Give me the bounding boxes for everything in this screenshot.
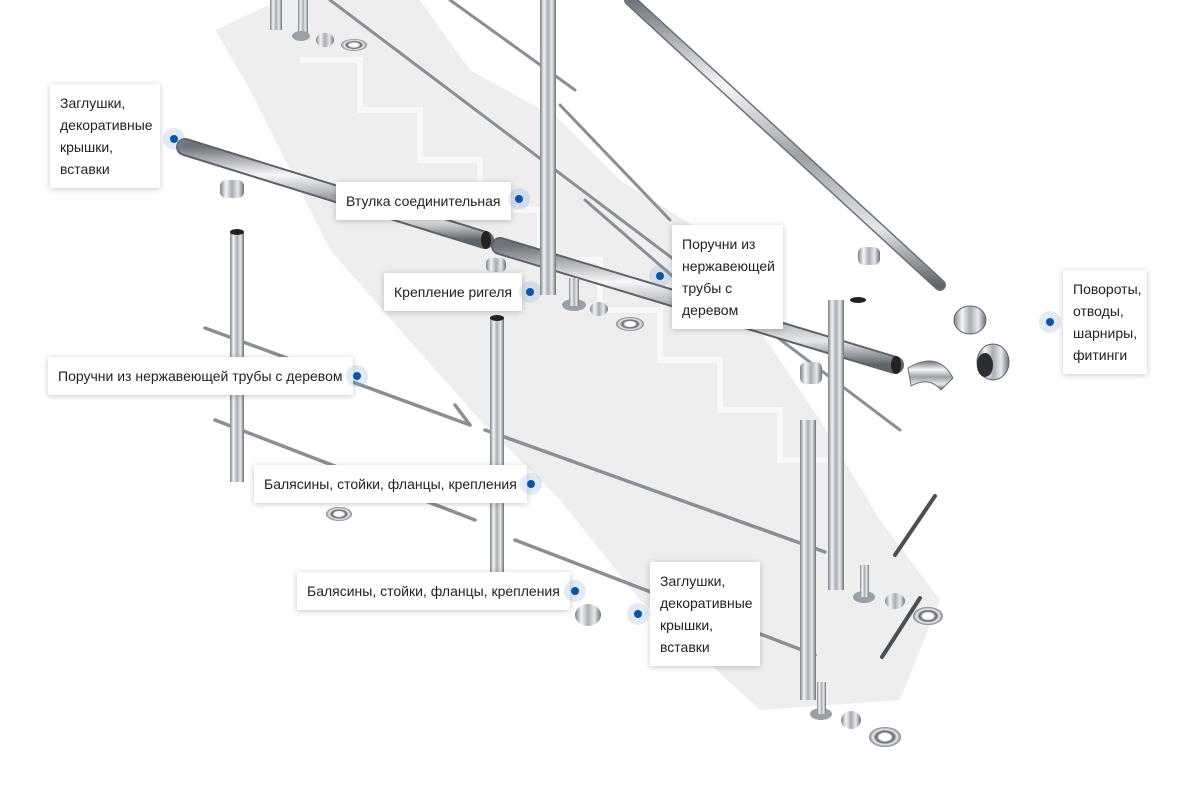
hotspot-handrail-right[interactable] xyxy=(649,265,671,287)
callout-crossbar-mount: Крепление ригеля xyxy=(384,273,522,311)
callout-balusters-2: Балясины, стойки, фланцы, крепления xyxy=(297,572,570,610)
hotspot-caps-bottom[interactable] xyxy=(627,603,649,625)
balusters xyxy=(230,0,866,700)
callout-balusters-1: Балясины, стойки, фланцы, крепления xyxy=(254,465,527,503)
hotspot-crossbar-mount[interactable] xyxy=(519,281,541,303)
callout-handrail-left: Поручни из нержавеющей трубы с деревом xyxy=(48,357,353,395)
callout-caps-bottom: Заглушки, декоративные крышки, вставки xyxy=(650,562,760,666)
staircase-shadow xyxy=(215,0,940,710)
hotspot-bushing[interactable] xyxy=(508,188,530,210)
callout-bushing: Втулка соединительная xyxy=(336,182,511,220)
callout-turns: Повороты, отводы, шарниры, фитинги xyxy=(1063,270,1147,374)
hotspot-caps-top[interactable] xyxy=(163,128,185,150)
flanges xyxy=(292,31,943,747)
elbow-fittings xyxy=(220,180,1010,391)
spare-rods xyxy=(880,494,937,659)
hotspot-handrail-left[interactable] xyxy=(346,365,368,387)
hotspot-balusters-1[interactable] xyxy=(520,473,542,495)
hotspot-turns[interactable] xyxy=(1039,311,1061,333)
staircase-steps xyxy=(300,57,843,520)
callout-handrail-right: Поручни из нержавеющей трубы с деревом xyxy=(672,225,783,329)
top-handrail xyxy=(624,0,946,291)
hotspot-balusters-2[interactable] xyxy=(564,580,586,602)
callout-caps-top: Заглушки, декоративные крышки, вставки xyxy=(50,84,160,188)
